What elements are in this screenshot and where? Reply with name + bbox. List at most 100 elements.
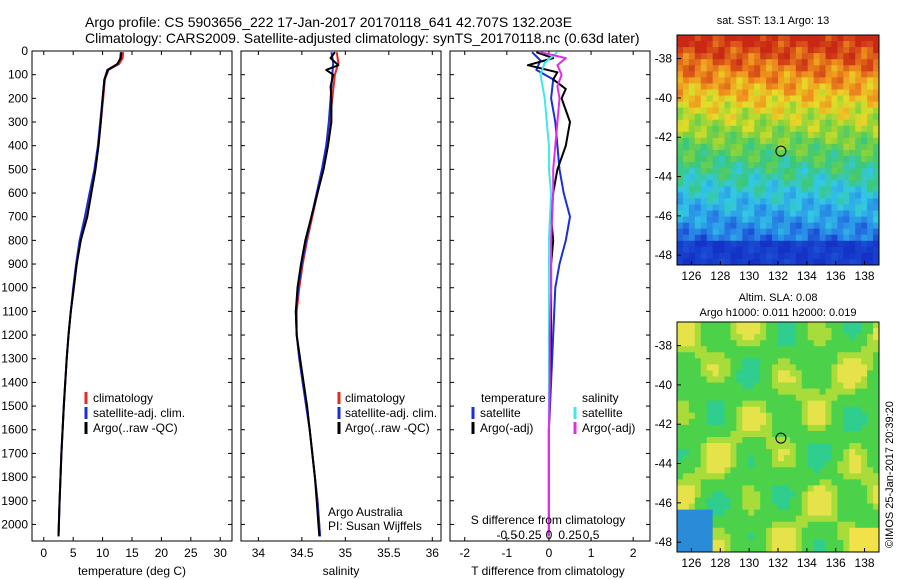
map-cell	[849, 509, 856, 517]
map-cell	[795, 340, 803, 347]
map-cell	[694, 467, 702, 474]
map-cell	[688, 449, 696, 456]
map-cell	[778, 509, 785, 517]
map-cell	[801, 545, 809, 553]
map-cell	[831, 400, 838, 408]
map-cell	[724, 35, 731, 42]
map-cell	[807, 485, 815, 492]
map-cell	[748, 424, 755, 432]
map-cell	[849, 71, 856, 78]
map-cell	[718, 143, 725, 151]
map-cell	[849, 346, 856, 353]
map-cell	[736, 449, 743, 456]
map-cell	[754, 95, 761, 102]
map-cell	[831, 77, 838, 84]
map-cell	[837, 527, 844, 535]
map-cell	[772, 246, 779, 254]
map-cell	[825, 491, 832, 498]
map-cell	[766, 252, 773, 260]
map-cell	[831, 521, 838, 529]
map-cell	[730, 479, 737, 486]
map-cell	[807, 388, 815, 396]
map-cell	[837, 204, 844, 211]
map-cell	[706, 137, 714, 145]
map-cell	[819, 479, 826, 486]
map-cell	[801, 430, 809, 438]
map-cell	[730, 131, 737, 139]
map-cell	[700, 328, 708, 335]
map-cell	[718, 204, 725, 211]
map-cell	[772, 131, 779, 139]
map-cell	[772, 418, 779, 426]
map-cell	[778, 376, 785, 383]
map-cell	[783, 418, 791, 426]
map-cell	[819, 455, 826, 462]
map-cell	[766, 65, 773, 72]
map-cell	[677, 95, 684, 102]
map-cell	[760, 258, 767, 266]
map-cell	[748, 119, 755, 127]
map-cell	[700, 150, 708, 157]
y-tick-label: 1800	[1, 470, 28, 484]
map-cell	[677, 53, 684, 60]
map-cell	[867, 252, 874, 260]
map-cell	[694, 107, 702, 115]
map-cell	[736, 198, 743, 205]
map-cell	[677, 186, 684, 193]
map-cell	[783, 322, 791, 329]
map-cell	[789, 334, 797, 341]
map-cell	[706, 77, 714, 84]
map-cell	[778, 418, 785, 426]
map-cell	[867, 143, 874, 151]
map-cell	[873, 156, 880, 163]
map-cell	[849, 77, 856, 84]
map-cell	[861, 346, 868, 353]
map-cell	[772, 467, 779, 474]
map-cell	[730, 119, 737, 127]
map-cell	[795, 346, 803, 353]
map-cell	[718, 515, 725, 523]
map-cell	[760, 53, 767, 60]
map-cell	[867, 400, 874, 408]
map-cell	[718, 222, 725, 230]
map-cell	[742, 430, 749, 438]
map-cell	[867, 485, 874, 492]
map-cell	[700, 198, 708, 205]
map-cell	[694, 156, 702, 163]
map-cell	[724, 418, 731, 426]
map-cell	[867, 240, 874, 248]
map-cell	[855, 95, 862, 102]
map-cell	[724, 137, 731, 145]
map-cell	[682, 180, 690, 187]
map-cell	[736, 479, 743, 486]
map-cell	[754, 143, 761, 151]
map-y-tick-label: -48	[655, 535, 673, 549]
map-cell	[813, 240, 820, 248]
y-tick-label: 1700	[1, 446, 28, 460]
map-cell	[855, 137, 862, 145]
map-cell	[778, 467, 785, 474]
map-cell	[766, 258, 773, 266]
map-cell	[819, 41, 826, 48]
map-cell	[712, 180, 719, 187]
map-cell	[801, 180, 809, 187]
map-cell	[724, 53, 731, 60]
map-cell	[766, 328, 773, 335]
map-cell	[837, 455, 844, 462]
map-cell	[712, 527, 719, 535]
map-cell	[843, 322, 850, 329]
map-cell	[682, 95, 690, 102]
map-cell	[801, 437, 809, 444]
map-cell	[682, 89, 690, 96]
map-cell	[861, 322, 868, 329]
map-cell	[700, 322, 708, 329]
map-cell	[772, 334, 779, 341]
map-cell	[795, 228, 803, 236]
map-cell	[682, 59, 690, 66]
map-cell	[813, 210, 820, 217]
map-cell	[778, 521, 785, 529]
map-cell	[819, 143, 826, 151]
map-cell	[677, 210, 684, 217]
series-line-argo-raw-qc-	[57, 52, 123, 537]
argo-location-marker	[775, 432, 787, 444]
